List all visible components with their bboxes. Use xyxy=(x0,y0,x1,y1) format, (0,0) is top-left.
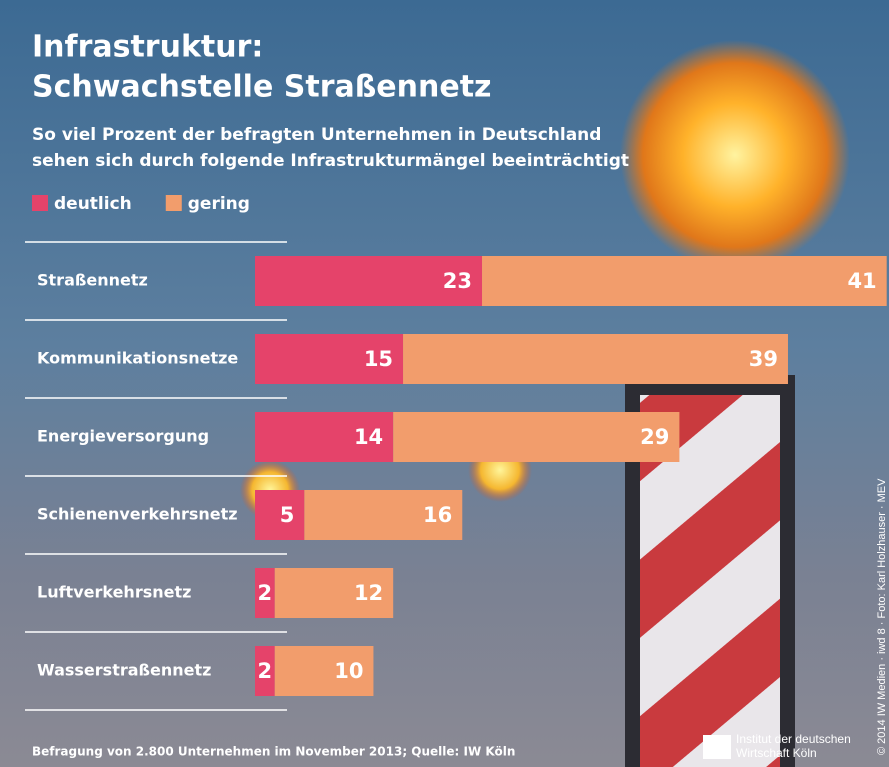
value-label: 15 xyxy=(364,347,393,371)
legend-swatch xyxy=(32,195,48,211)
source: Befragung von 2.800 Unternehmen im Novem… xyxy=(32,745,515,759)
category-label: Kommunikationsnetze xyxy=(37,349,238,368)
subtitle: sehen sich durch folgende Infrastrukturm… xyxy=(32,151,629,171)
logo-mark xyxy=(703,735,731,759)
value-label: 23 xyxy=(443,269,472,293)
subtitle: So viel Prozent der befragten Unternehme… xyxy=(32,125,601,145)
value-label: 2 xyxy=(258,581,273,605)
value-label: 10 xyxy=(334,659,363,683)
publisher: Institut der deutschen xyxy=(736,732,851,746)
chart: Infrastruktur: Schwachstelle Straßennetz… xyxy=(0,0,889,767)
publisher: Wirtschaft Köln xyxy=(736,746,817,760)
value-label: 16 xyxy=(423,503,452,527)
value-label: 14 xyxy=(354,425,383,449)
value-label: 41 xyxy=(847,269,876,293)
value-label: 2 xyxy=(258,659,273,683)
category-label: Straßennetz xyxy=(37,271,148,290)
value-label: 29 xyxy=(640,425,669,449)
value-label: 5 xyxy=(280,503,295,527)
value-label: 12 xyxy=(354,581,383,605)
category-label: Schienenverkehrsnetz xyxy=(37,505,238,524)
bar-segment xyxy=(393,412,679,462)
legend-label: deutlich xyxy=(54,194,132,214)
chart-title: Schwachstelle Straßennetz xyxy=(32,70,492,105)
category-label: Energieversorgung xyxy=(37,427,209,446)
lamp xyxy=(620,40,850,270)
bar-segment xyxy=(482,256,887,306)
credit: © 2014 IW Medien · iwd 8 · Foto: Karl Ho… xyxy=(876,478,888,755)
value-label: 39 xyxy=(749,347,778,371)
category-label: Wasserstraßennetz xyxy=(37,661,211,680)
legend-swatch xyxy=(166,195,182,211)
legend-label: gering xyxy=(188,194,250,214)
chart-title: Infrastruktur: xyxy=(32,30,263,65)
bar-segment xyxy=(403,334,788,384)
category-label: Luftverkehrsnetz xyxy=(37,583,191,602)
